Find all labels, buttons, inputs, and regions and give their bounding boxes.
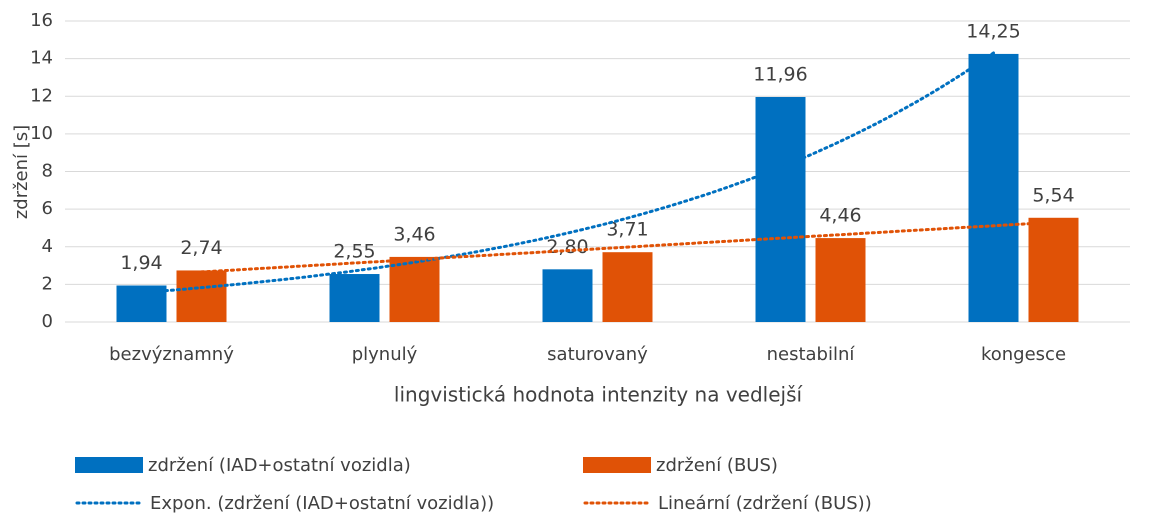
bar [176, 270, 227, 322]
data-label: 11,96 [753, 64, 807, 86]
legend-label: zdržení (IAD+ostatní vozidla) [148, 455, 411, 476]
y-axis-title: zdržení [s] [11, 125, 32, 219]
y-tick-label: 0 [42, 311, 53, 332]
x-tick-label: plynulý [352, 344, 418, 365]
bar [755, 97, 806, 322]
bar [329, 274, 380, 322]
y-tick-label: 12 [30, 85, 53, 106]
data-label: 2,55 [333, 241, 375, 263]
x-tick-label: bezvýznamný [109, 344, 234, 365]
data-label: 4,46 [819, 205, 861, 227]
x-axis-title: lingvistická hodnota intenzity na vedlej… [394, 383, 804, 407]
data-label: 3,46 [393, 223, 435, 245]
bar [815, 238, 866, 322]
legend-label: Lineární (zdržení (BUS)) [658, 493, 872, 514]
y-tick-label: 2 [42, 273, 53, 294]
data-label: 1,94 [120, 252, 162, 274]
bar [602, 252, 653, 322]
legend-label: Expon. (zdržení (IAD+ostatní vozidla)) [150, 493, 494, 514]
bar [542, 269, 593, 322]
x-tick-label: nestabilní [767, 344, 856, 365]
legend-swatch [583, 457, 651, 473]
data-label: 2,80 [546, 236, 588, 258]
y-tick-label: 6 [42, 198, 53, 219]
bar [389, 256, 440, 322]
y-tick-label: 4 [42, 236, 53, 257]
x-tick-label: saturovaný [547, 344, 648, 365]
legend-swatch [75, 457, 143, 473]
y-tick-label: 10 [30, 123, 53, 144]
trendline [200, 220, 1055, 274]
y-tick-label: 14 [30, 48, 53, 69]
legend-label: zdržení (BUS) [656, 455, 778, 476]
x-tick-label: kongesce [981, 344, 1066, 365]
y-tick-label: 8 [42, 161, 53, 182]
data-label: 3,71 [606, 219, 648, 241]
y-tick-label: 16 [30, 10, 53, 31]
data-label: 14,25 [966, 20, 1020, 42]
data-label: 5,54 [1032, 184, 1074, 206]
data-label: 2,74 [180, 237, 222, 259]
trendline [140, 51, 995, 295]
bar [1028, 217, 1079, 322]
bar [968, 53, 1019, 322]
